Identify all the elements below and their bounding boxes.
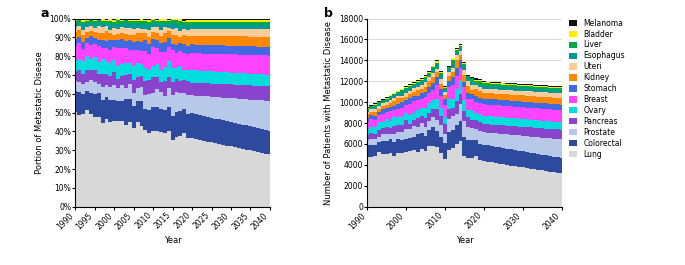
Y-axis label: Portion of Metastatic Disease: Portion of Metastatic Disease	[35, 51, 44, 174]
Text: b: b	[325, 7, 333, 20]
Text: a: a	[40, 7, 49, 20]
Y-axis label: Number of Patients with Metastatic Disease: Number of Patients with Metastatic Disea…	[324, 21, 333, 205]
X-axis label: Year: Year	[164, 236, 182, 245]
Legend: Melanoma, Bladder, Liver, Esophagus, Uteri, Kidney, Stomach, Breast, Ovary, Panc: Melanoma, Bladder, Liver, Esophagus, Ute…	[569, 19, 625, 158]
X-axis label: Year: Year	[456, 236, 473, 245]
